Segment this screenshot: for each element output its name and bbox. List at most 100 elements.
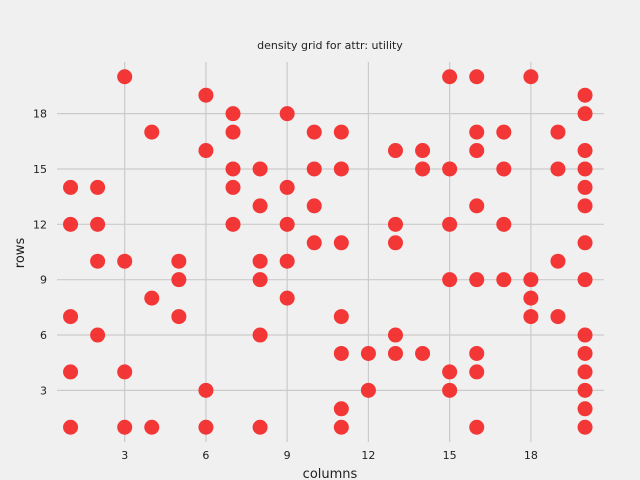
data-point-42 xyxy=(306,235,322,251)
data-point-36 xyxy=(279,216,295,232)
data-point-77 xyxy=(496,272,512,288)
data-point-79 xyxy=(523,272,539,288)
data-point-41 xyxy=(306,198,322,214)
data-point-43 xyxy=(333,124,349,140)
data-point-74 xyxy=(496,124,512,140)
data-point-60 xyxy=(442,69,458,85)
x-tick-label-18: 18 xyxy=(524,449,538,462)
data-point-1 xyxy=(63,216,79,232)
y-tick-label-15: 15 xyxy=(33,163,47,176)
data-point-19 xyxy=(198,87,214,103)
data-point-86 xyxy=(577,87,593,103)
data-point-4 xyxy=(63,419,79,435)
x-tick-label-3: 3 xyxy=(121,449,128,462)
data-point-76 xyxy=(496,216,512,232)
data-point-94 xyxy=(577,327,593,343)
data-point-35 xyxy=(279,179,295,195)
data-point-45 xyxy=(333,235,349,251)
data-point-84 xyxy=(550,253,566,269)
data-point-46 xyxy=(333,309,349,325)
data-point-69 xyxy=(469,198,485,214)
data-point-98 xyxy=(577,401,593,417)
data-point-8 xyxy=(90,327,106,343)
data-point-67 xyxy=(469,124,485,140)
data-point-90 xyxy=(577,179,593,195)
x-axis-label: columns xyxy=(303,467,358,480)
y-tick-label-3: 3 xyxy=(40,384,47,397)
data-point-3 xyxy=(63,364,79,380)
data-point-28 xyxy=(252,161,268,177)
data-point-12 xyxy=(117,419,133,435)
data-point-68 xyxy=(469,143,485,159)
data-point-48 xyxy=(333,401,349,417)
data-point-99 xyxy=(577,419,593,435)
data-point-61 xyxy=(442,161,458,177)
data-point-26 xyxy=(225,179,241,195)
data-point-5 xyxy=(90,179,106,195)
data-point-87 xyxy=(577,106,593,122)
data-point-82 xyxy=(550,124,566,140)
data-point-92 xyxy=(577,235,593,251)
data-point-37 xyxy=(279,253,295,269)
data-point-96 xyxy=(577,364,593,380)
data-point-47 xyxy=(333,345,349,361)
data-point-56 xyxy=(387,345,403,361)
data-point-55 xyxy=(387,327,403,343)
data-point-50 xyxy=(360,345,376,361)
tick-labels: 3 6 9 12 15 18 3 6 9 12 15 18 xyxy=(33,108,538,462)
data-point-91 xyxy=(577,198,593,214)
y-tick-label-6: 6 xyxy=(40,329,47,342)
data-point-29 xyxy=(252,198,268,214)
data-point-23 xyxy=(225,106,241,122)
data-point-72 xyxy=(469,364,485,380)
data-point-10 xyxy=(117,253,133,269)
data-point-62 xyxy=(442,216,458,232)
x-tick-label-9: 9 xyxy=(284,449,291,462)
data-point-40 xyxy=(306,161,322,177)
data-point-51 xyxy=(360,382,376,398)
data-point-75 xyxy=(496,161,512,177)
data-point-83 xyxy=(550,161,566,177)
data-point-93 xyxy=(577,272,593,288)
data-point-0 xyxy=(63,179,79,195)
data-point-66 xyxy=(469,69,485,85)
data-point-70 xyxy=(469,272,485,288)
data-point-59 xyxy=(415,345,431,361)
data-point-89 xyxy=(577,161,593,177)
data-point-27 xyxy=(225,216,241,232)
x-tick-label-15: 15 xyxy=(443,449,457,462)
data-point-64 xyxy=(442,364,458,380)
data-point-81 xyxy=(523,309,539,325)
data-point-65 xyxy=(442,382,458,398)
data-point-54 xyxy=(387,235,403,251)
data-point-53 xyxy=(387,216,403,232)
data-point-63 xyxy=(442,272,458,288)
data-point-80 xyxy=(523,290,539,306)
data-point-30 xyxy=(252,253,268,269)
data-point-34 xyxy=(279,106,295,122)
data-point-16 xyxy=(171,253,187,269)
y-tick-label-18: 18 xyxy=(33,108,47,121)
data-point-17 xyxy=(171,272,187,288)
data-point-25 xyxy=(225,161,241,177)
data-point-32 xyxy=(252,327,268,343)
data-point-85 xyxy=(550,309,566,325)
data-point-57 xyxy=(415,143,431,159)
y-tick-label-9: 9 xyxy=(40,274,47,287)
data-point-31 xyxy=(252,272,268,288)
grid xyxy=(57,62,604,442)
data-point-18 xyxy=(171,309,187,325)
data-point-33 xyxy=(252,419,268,435)
data-point-73 xyxy=(469,419,485,435)
data-point-58 xyxy=(415,161,431,177)
y-axis-label: rows xyxy=(13,238,28,269)
data-points xyxy=(63,69,593,435)
data-point-14 xyxy=(144,290,160,306)
data-point-52 xyxy=(387,143,403,159)
data-point-97 xyxy=(577,382,593,398)
data-point-22 xyxy=(198,419,214,435)
data-point-11 xyxy=(117,364,133,380)
data-point-13 xyxy=(144,124,160,140)
data-point-78 xyxy=(523,69,539,85)
